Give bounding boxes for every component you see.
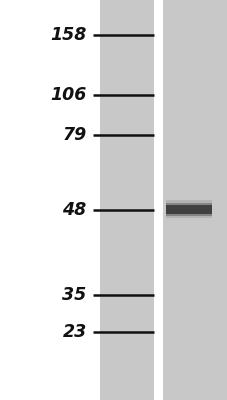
Bar (99, 0, 153, 400)
Text: 106: 106 (50, 86, 86, 104)
Text: 79: 79 (62, 126, 86, 144)
Text: 23: 23 (62, 323, 86, 341)
Text: 48: 48 (62, 201, 86, 219)
Bar (166, 205, 211, 214)
Text: 35: 35 (62, 286, 86, 304)
Bar (153, 0, 162, 400)
Bar (162, 0, 227, 400)
Bar (166, 200, 211, 218)
Text: 158: 158 (50, 26, 86, 44)
Bar (166, 203, 211, 216)
